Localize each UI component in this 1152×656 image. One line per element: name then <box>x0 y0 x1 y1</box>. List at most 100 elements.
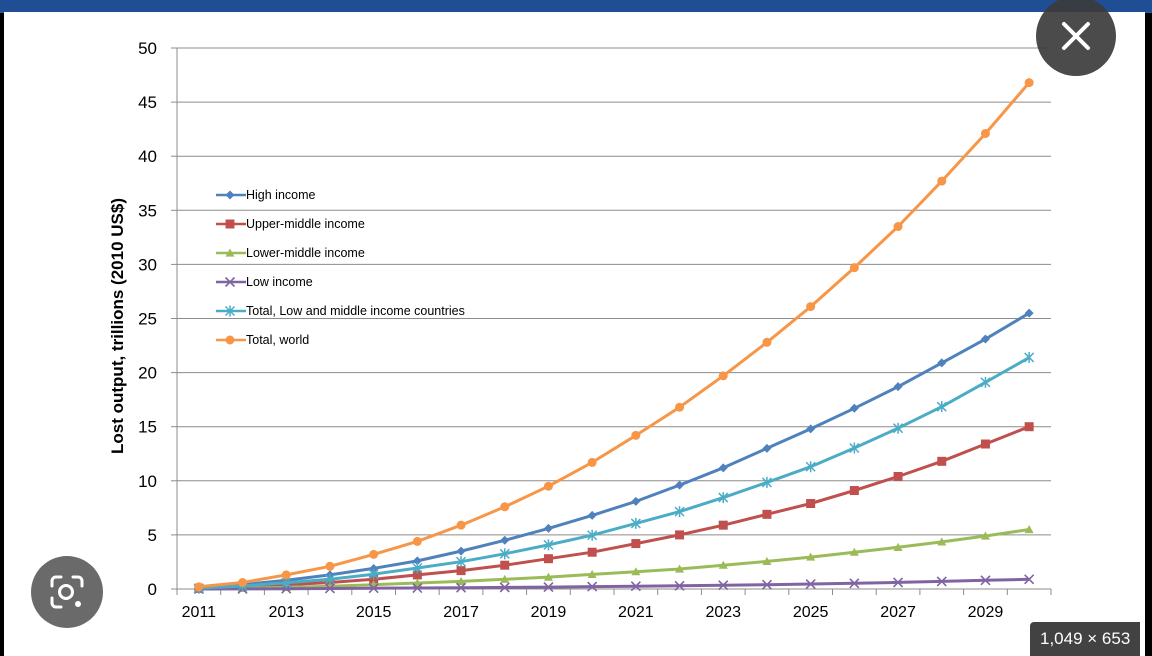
data-point <box>937 176 947 186</box>
data-point <box>936 576 947 587</box>
data-point <box>806 424 816 434</box>
data-point <box>761 579 773 590</box>
y-tick-label: 40 <box>138 147 157 166</box>
data-point <box>849 403 859 413</box>
data-point <box>412 582 423 594</box>
data-point <box>543 523 553 533</box>
y-tick-label: 10 <box>138 472 157 491</box>
data-point <box>456 556 467 568</box>
data-point <box>369 563 379 573</box>
chart-canvas: 0 5 10 15 20 25 30 35 40 45 50 2011 2013 2015 2017 2019… <box>4 12 1145 656</box>
y-tick-label: 5 <box>148 526 157 545</box>
data-point <box>325 561 335 571</box>
data-point <box>980 575 991 586</box>
data-point <box>675 480 685 490</box>
data-point <box>892 577 904 588</box>
data-point <box>456 566 466 576</box>
data-point <box>805 461 816 473</box>
legend-label: High income <box>246 187 316 202</box>
legend-label: Upper-middle income <box>246 216 365 231</box>
data-point <box>324 583 336 594</box>
legend-swatch <box>216 190 246 199</box>
x-tick-label: 2029 <box>968 604 1004 621</box>
data-point <box>543 481 553 491</box>
series-line-5 <box>198 81 1031 589</box>
data-point <box>194 582 204 592</box>
lens-search-button[interactable] <box>31 556 103 628</box>
legend-item: Lower-middle income <box>214 238 465 267</box>
x-tick-label: 2025 <box>793 604 829 621</box>
data-point <box>718 580 729 591</box>
data-point <box>849 578 860 589</box>
data-point <box>238 578 248 588</box>
lens-icon <box>50 575 84 609</box>
data-point <box>500 560 510 570</box>
x-tick-label: 2023 <box>705 604 741 621</box>
data-point <box>631 496 641 506</box>
data-point <box>893 222 903 232</box>
data-point <box>1024 574 1035 585</box>
data-point <box>849 442 860 454</box>
legend-marker <box>224 305 236 316</box>
data-point <box>1024 351 1035 363</box>
data-point <box>1024 308 1034 318</box>
data-point <box>718 492 729 504</box>
data-point <box>893 382 903 392</box>
data-point <box>674 506 685 518</box>
data-point <box>675 530 685 540</box>
legend-item: High income <box>214 180 465 209</box>
data-point <box>1024 422 1034 432</box>
data-point <box>412 578 422 587</box>
data-point <box>456 546 466 556</box>
data-point <box>893 542 903 551</box>
data-point <box>631 539 641 549</box>
data-point <box>500 502 510 512</box>
y-tick-label: 15 <box>138 418 157 437</box>
data-point <box>543 572 553 581</box>
data-point <box>806 552 816 561</box>
legend-label: Total, world <box>246 332 310 347</box>
x-tick-label: 2021 <box>618 604 654 621</box>
legend-marker <box>225 248 235 257</box>
x-tick-label: 2019 <box>531 604 567 621</box>
legend-label: Low income <box>246 274 313 289</box>
data-point <box>937 456 947 466</box>
data-point <box>324 573 335 585</box>
data-point <box>500 535 510 545</box>
data-point <box>762 509 772 519</box>
data-point <box>762 337 772 347</box>
data-point <box>674 580 685 591</box>
close-icon <box>1062 22 1090 50</box>
data-point <box>456 520 466 530</box>
data-point <box>281 570 291 580</box>
legend-swatch <box>216 305 246 316</box>
legend-marker <box>225 190 235 199</box>
close-button[interactable] <box>1036 0 1116 76</box>
data-point <box>412 536 422 546</box>
x-tick-label: 2015 <box>356 604 392 621</box>
data-point <box>369 549 379 559</box>
legend-item: Upper-middle income <box>214 209 465 238</box>
legend-marker <box>224 276 236 287</box>
data-point <box>543 581 554 593</box>
data-point <box>368 568 379 580</box>
data-point <box>980 376 991 388</box>
y-tick-label: 30 <box>138 255 157 274</box>
data-point <box>937 358 947 368</box>
data-point <box>718 371 728 381</box>
chart-legend: High income Upper-middle income Lower-midd… <box>214 180 465 354</box>
data-point <box>718 463 728 473</box>
data-point <box>980 128 990 138</box>
data-point <box>980 531 990 540</box>
data-point <box>631 567 641 576</box>
data-point <box>980 439 990 449</box>
data-point <box>543 539 554 551</box>
data-point <box>631 430 641 440</box>
series-line-2 <box>198 528 1030 591</box>
legend-item: Total, Low and middle income countries <box>214 296 465 325</box>
y-tick-label: 35 <box>138 201 157 220</box>
data-point <box>675 564 685 573</box>
x-tick-label: 2013 <box>268 604 304 621</box>
data-point <box>499 548 510 560</box>
data-point <box>761 476 772 488</box>
